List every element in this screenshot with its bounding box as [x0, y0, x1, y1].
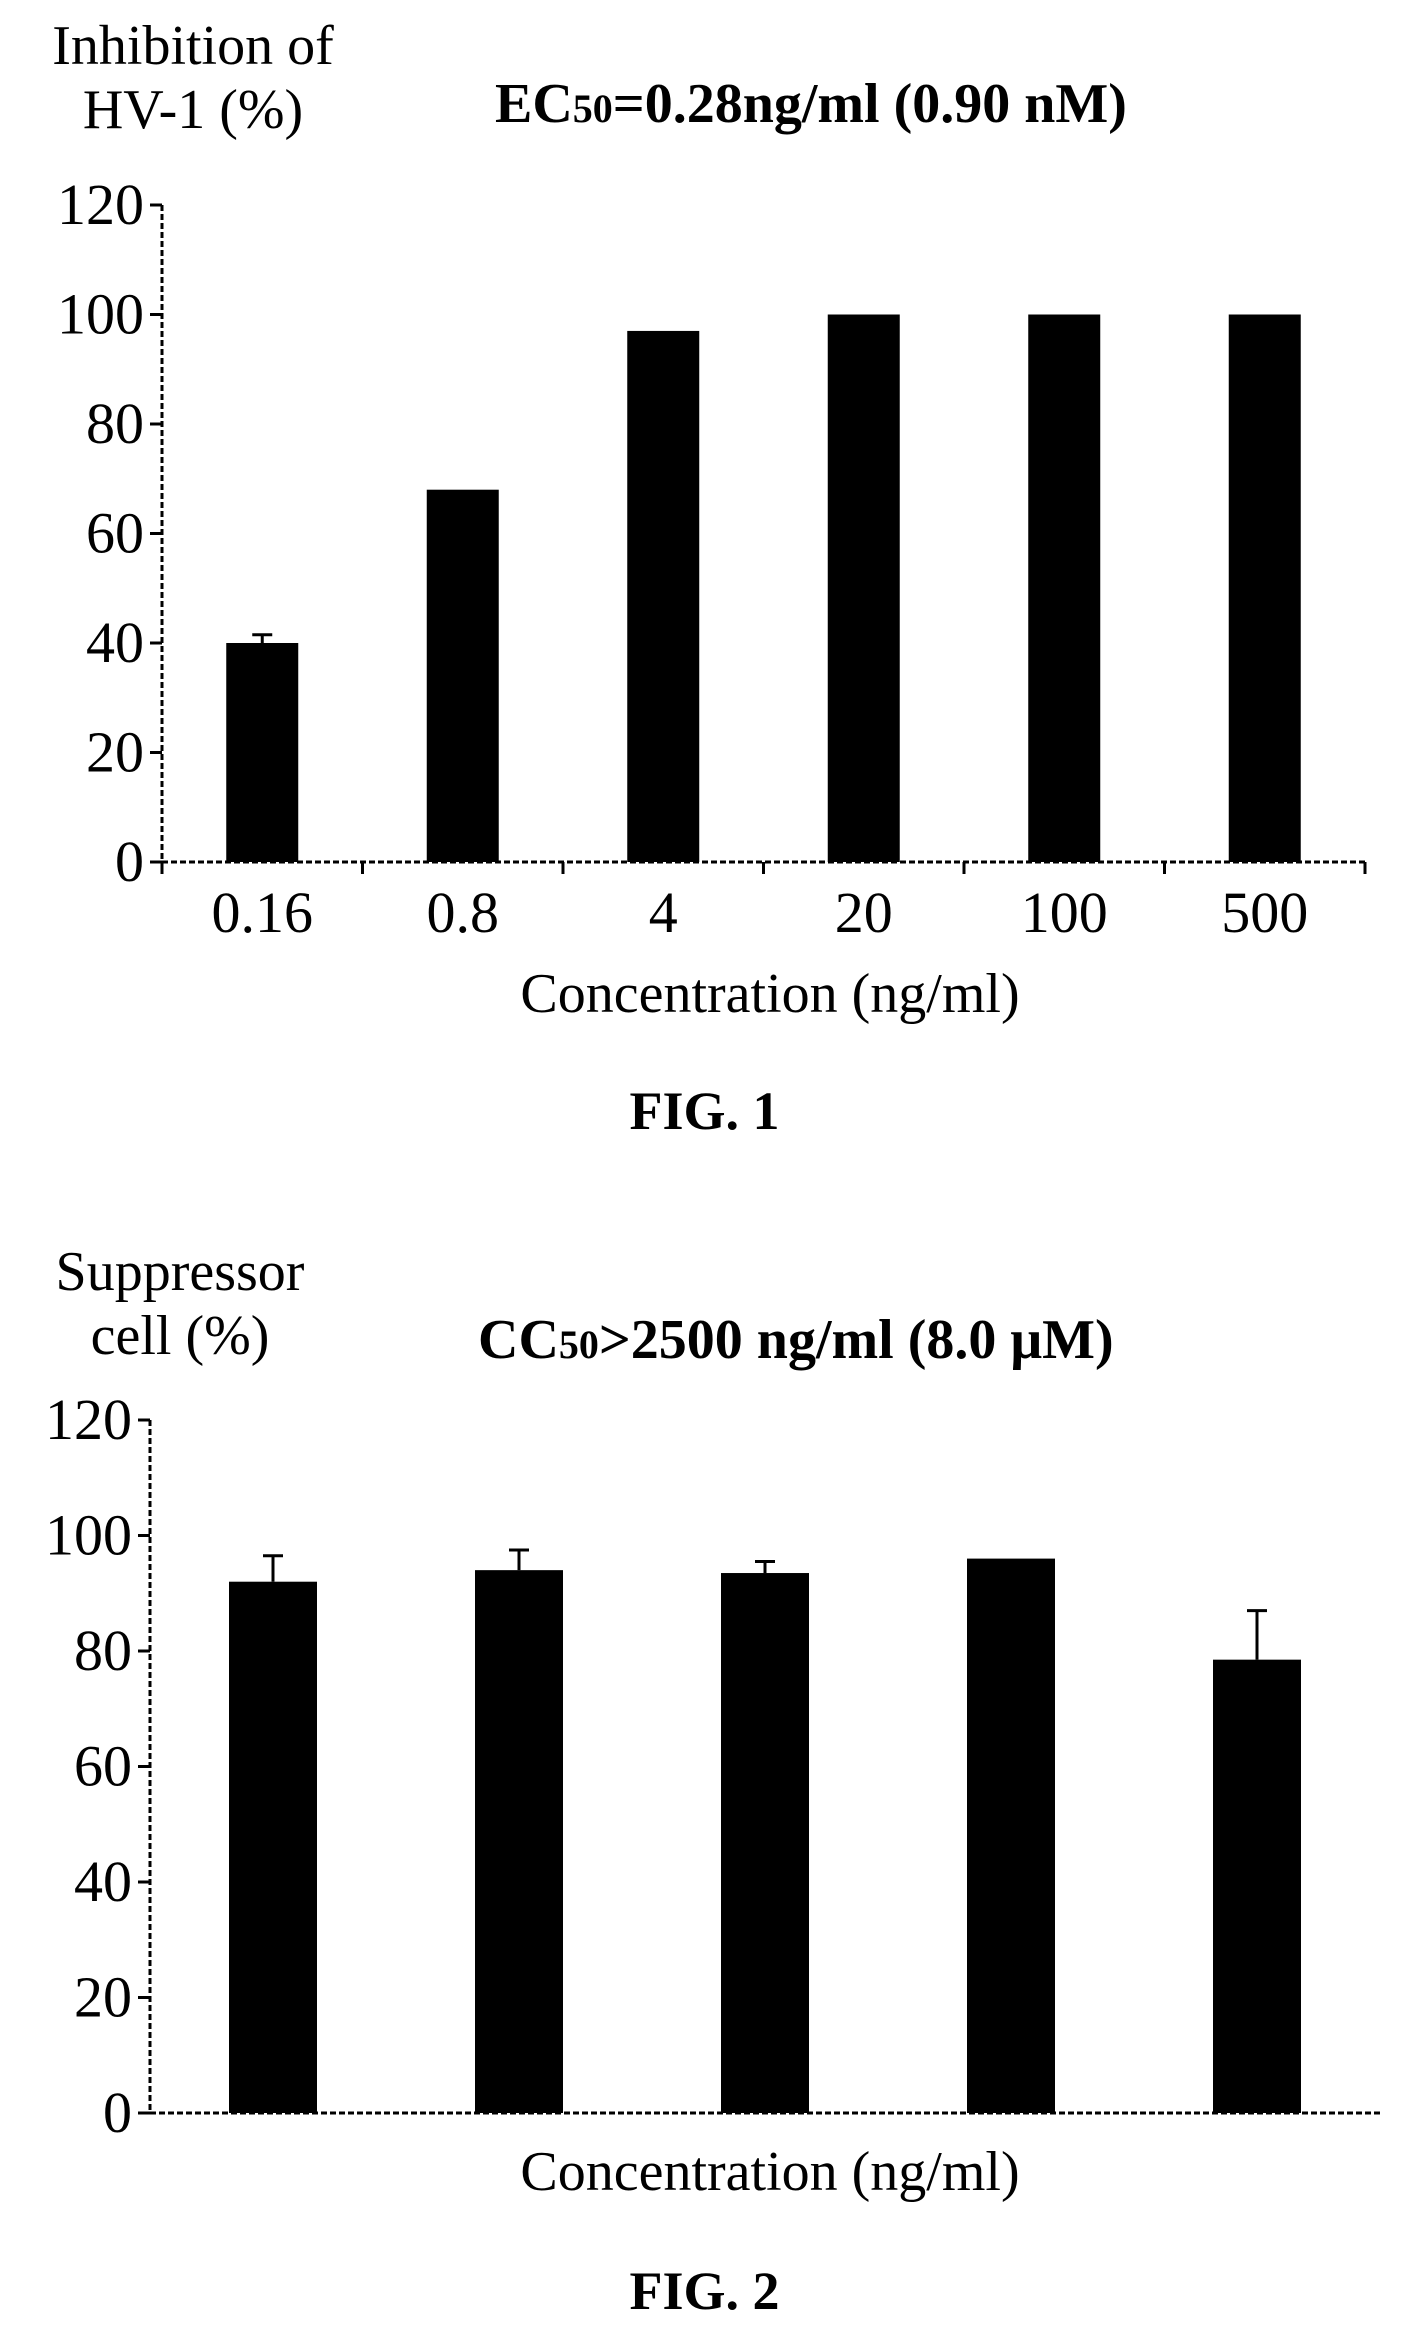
chart-title: CC50>2500 ng/ml (8.0 μM)	[478, 1308, 1114, 1372]
x-tick-label: 0.16	[212, 880, 314, 945]
x-tick-label: 100	[1021, 880, 1108, 945]
x-tick-label: 500	[1221, 880, 1308, 945]
bar	[229, 1581, 317, 2113]
bar	[967, 1558, 1055, 2113]
bar	[1228, 314, 1301, 862]
chart-title-rest: =0.28ng/ml (0.90 nM)	[612, 73, 1127, 135]
figure-caption: FIG. 2	[629, 2261, 780, 2321]
y-tick-label: 20	[86, 720, 144, 785]
figure-1: Inhibition of HV-1 (%) EC50=0.28ng/ml (0…	[0, 0, 1409, 1160]
chart-title-rest: >2500 ng/ml (8.0 μM)	[598, 1309, 1114, 1371]
figure-2: Suppressor cell (%) CC50>2500 ng/ml (8.0…	[0, 1220, 1409, 2344]
x-tick-label: 4	[649, 880, 678, 945]
y-axis-label: Inhibition of HV-1 (%)	[52, 15, 334, 141]
y-tick-label: 0	[115, 829, 144, 894]
bar	[721, 1573, 809, 2113]
x-axis-label: Concentration (ng/ml)	[520, 2141, 1020, 2203]
bar	[475, 1570, 563, 2113]
chart-title-subscript: 50	[572, 86, 613, 131]
chart-title-prefix: EC	[495, 73, 573, 135]
figure-caption: FIG. 1	[629, 1081, 780, 1141]
y-tick-label: 60	[74, 1734, 132, 1799]
bar-chart-1: 0 20 40 60 80 100 120 0.16 0.8 4 20 100 500	[57, 172, 1367, 945]
y-tick-label: 100	[45, 1503, 132, 1568]
y-tick-label: 80	[74, 1618, 132, 1683]
y-tick-label: 40	[74, 1849, 132, 1914]
bar	[1028, 314, 1101, 862]
bar	[627, 330, 700, 862]
x-tick-label: 0.8	[427, 880, 500, 945]
chart-title: EC50=0.28ng/ml (0.90 nM)	[495, 72, 1127, 136]
x-tick-label: 20	[835, 880, 893, 945]
y-tick-label: 0	[103, 2080, 132, 2145]
y-axis-label: Suppressor cell (%)	[55, 1241, 305, 1367]
chart-title-subscript: 50	[558, 1322, 599, 1367]
y-tick-label: 100	[57, 282, 144, 347]
bar	[426, 489, 499, 862]
y-tick-label: 60	[86, 501, 144, 566]
bar	[827, 314, 900, 862]
y-tick-label: 40	[86, 610, 144, 675]
y-tick-label: 20	[74, 1965, 132, 2030]
bar	[1213, 1659, 1301, 2113]
y-tick-label: 120	[57, 172, 144, 237]
x-axis-label: Concentration (ng/ml)	[520, 963, 1020, 1025]
y-tick-label: 120	[45, 1387, 132, 1452]
y-tick-label: 80	[86, 391, 144, 456]
chart-title-prefix: CC	[478, 1309, 559, 1371]
bar	[226, 643, 299, 862]
bar-chart-2: 0 20 40 60 80 100 120	[45, 1387, 1380, 2145]
